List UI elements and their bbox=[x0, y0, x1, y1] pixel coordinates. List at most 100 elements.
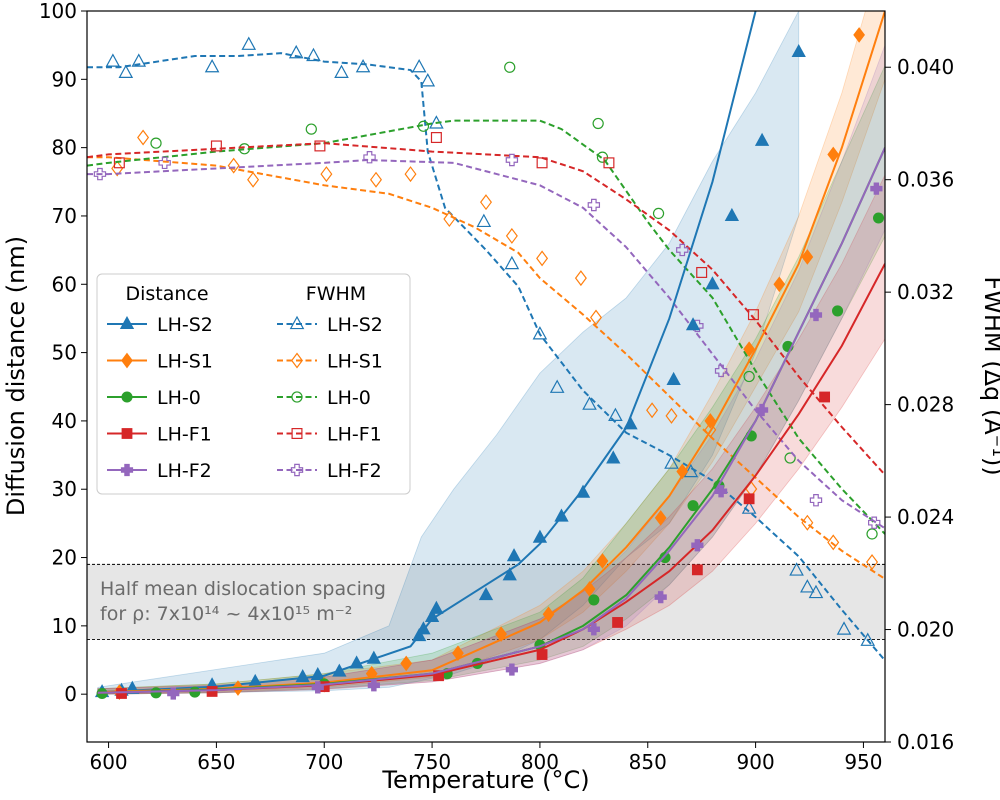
fwhm-point-lh-s1 bbox=[137, 129, 150, 146]
fwhm-point-lh-f2 bbox=[714, 364, 728, 378]
fwhm-line-lh-f2 bbox=[87, 159, 885, 530]
distance-band-lh-f2 bbox=[97, 45, 885, 695]
y-left-tick-label: 20 bbox=[52, 546, 77, 570]
fwhm-point-lh-0 bbox=[743, 370, 755, 383]
distance-point-lh-f2 bbox=[311, 681, 324, 694]
fwhm-point-lh-s2 bbox=[306, 47, 321, 62]
x-tick-label: 800 bbox=[521, 750, 559, 774]
fwhm-point-lh-s2 bbox=[800, 579, 815, 593]
distance-point-lh-f1 bbox=[691, 564, 703, 576]
distance-point-lh-f1 bbox=[433, 670, 444, 682]
fwhm-point-lh-s2 bbox=[241, 36, 257, 50]
distance-point-lh-f2 bbox=[167, 687, 180, 700]
distance-series-layer bbox=[94, 11, 885, 700]
distance-point-lh-s2 bbox=[705, 276, 720, 290]
distance-band-lh-s2 bbox=[97, 11, 800, 695]
fwhm-point-lh-f2 bbox=[676, 243, 689, 257]
x-tick-label: 750 bbox=[413, 750, 451, 774]
distance-point-lh-f2 bbox=[367, 679, 380, 692]
fwhm-point-lh-s1 bbox=[370, 171, 383, 188]
distance-point-lh-s2 bbox=[506, 548, 522, 562]
x-tick-label: 950 bbox=[844, 750, 882, 774]
y-left-tick-label: 40 bbox=[52, 409, 77, 433]
fwhm-point-lh-f2 bbox=[505, 153, 519, 167]
fwhm-point-lh-f2 bbox=[587, 198, 601, 212]
distance-point-lh-s1 bbox=[743, 341, 755, 358]
distance-point-lh-s2 bbox=[791, 43, 806, 58]
y-right-tick-label: 0.020 bbox=[897, 618, 954, 642]
fwhm-point-lh-0 bbox=[417, 120, 430, 132]
distance-point-lh-0 bbox=[659, 552, 671, 564]
distance-point-lh-s1 bbox=[452, 645, 464, 662]
distance-point-lh-s2 bbox=[532, 529, 548, 543]
fwhm-point-lh-f1 bbox=[536, 157, 548, 169]
legend-marker-fwhm-lh-f2 bbox=[290, 463, 304, 477]
fwhm-point-lh-f2 bbox=[93, 167, 107, 181]
y-right-tick-label: 0.024 bbox=[897, 505, 954, 529]
fwhm-point-lh-f1 bbox=[696, 266, 708, 278]
distance-point-lh-f1 bbox=[743, 493, 755, 505]
fwhm-point-lh-0 bbox=[652, 207, 665, 220]
legend-label-fwhm-lh-s2: LH-S2 bbox=[327, 314, 383, 336]
fwhm-point-lh-f2 bbox=[809, 494, 823, 507]
y-left-tick-label: 0 bbox=[64, 682, 77, 706]
x-tick-label: 900 bbox=[737, 750, 775, 774]
fwhm-point-lh-s2 bbox=[476, 213, 492, 228]
x-tick-label: 650 bbox=[197, 750, 235, 774]
y-right-tick-label: 0.040 bbox=[897, 55, 954, 79]
fwhm-point-lh-s2 bbox=[411, 58, 427, 73]
legend-marker-fwhm-lh-f1 bbox=[291, 428, 303, 440]
fwhm-point-lh-f1 bbox=[113, 157, 125, 169]
distance-point-lh-s1 bbox=[495, 626, 507, 642]
fwhm-point-lh-f1 bbox=[603, 157, 615, 169]
legend-label-distance-lh-0: LH-0 bbox=[157, 387, 201, 409]
distance-point-lh-0 bbox=[150, 687, 162, 699]
distance-point-lh-s1 bbox=[596, 553, 609, 569]
fwhm-point-lh-s1 bbox=[536, 250, 549, 267]
fwhm-point-lh-s1 bbox=[247, 171, 260, 188]
fwhm-point-lh-s1 bbox=[404, 166, 417, 183]
legend-label-fwhm-lh-0: LH-0 bbox=[327, 387, 371, 409]
legend-label-distance-lh-f1: LH-F1 bbox=[157, 424, 212, 446]
y-axis-label-left: Diffusion distance (nm) bbox=[2, 236, 30, 516]
fwhm-point-lh-s2 bbox=[836, 621, 852, 635]
fwhm-point-lh-s2 bbox=[355, 58, 371, 73]
y-left-tick-label: 90 bbox=[52, 67, 77, 91]
distance-point-lh-s2 bbox=[724, 207, 740, 222]
fwhm-point-lh-s2 bbox=[741, 500, 757, 514]
fwhm-point-lh-f1 bbox=[747, 309, 759, 321]
legend-title-fwhm: FWHM bbox=[306, 283, 366, 305]
legend-marker-distance-lh-s2 bbox=[119, 315, 135, 330]
fwhm-point-lh-s2 bbox=[118, 64, 134, 79]
legend-marker-distance-lh-f1 bbox=[121, 428, 133, 439]
fwhm-point-lh-s2 bbox=[131, 53, 147, 67]
distance-point-lh-s1 bbox=[801, 249, 814, 265]
legend-marker-fwhm-lh-s1 bbox=[291, 352, 303, 369]
distance-point-lh-s1 bbox=[827, 146, 840, 163]
distance-point-lh-0 bbox=[189, 686, 201, 698]
distance-band-lh-f1 bbox=[97, 174, 885, 695]
distance-point-lh-f2 bbox=[809, 308, 823, 322]
fwhm-point-lh-f1 bbox=[210, 140, 222, 152]
distance-point-lh-s2 bbox=[416, 621, 431, 635]
band-text-line1: Half mean dislocation spacing bbox=[100, 578, 386, 600]
distance-point-lh-s2 bbox=[310, 667, 325, 681]
distance-point-lh-f2 bbox=[870, 182, 883, 195]
plot-frame bbox=[86, 10, 886, 743]
distance-point-lh-s2 bbox=[502, 567, 517, 581]
axes-layer: 600 650 700 750 800 850 900 950 0 10 20 30 40 50 60 70 8… bbox=[39, 0, 954, 774]
distance-point-lh-s2 bbox=[666, 371, 681, 385]
distance-point-lh-s2 bbox=[623, 416, 638, 430]
fwhm-point-lh-s2 bbox=[420, 73, 436, 87]
legend: Distance FWHM LH-S2 LH-S2 LH-S1 LH-S1 LH-0 LH… bbox=[96, 273, 411, 495]
y-left-tick-label: 50 bbox=[52, 341, 77, 365]
distance-point-lh-f2 bbox=[714, 485, 728, 498]
fwhm-point-lh-f2 bbox=[868, 516, 881, 529]
distance-point-lh-s2 bbox=[411, 628, 427, 642]
distance-point-lh-s1 bbox=[773, 276, 786, 293]
fwhm-point-lh-s2 bbox=[105, 53, 121, 67]
fwhm-point-lh-s2 bbox=[808, 584, 824, 599]
fwhm-point-lh-0 bbox=[150, 137, 162, 149]
distance-point-lh-f1 bbox=[206, 686, 218, 697]
legend-marker-distance-lh-s1 bbox=[121, 352, 133, 369]
